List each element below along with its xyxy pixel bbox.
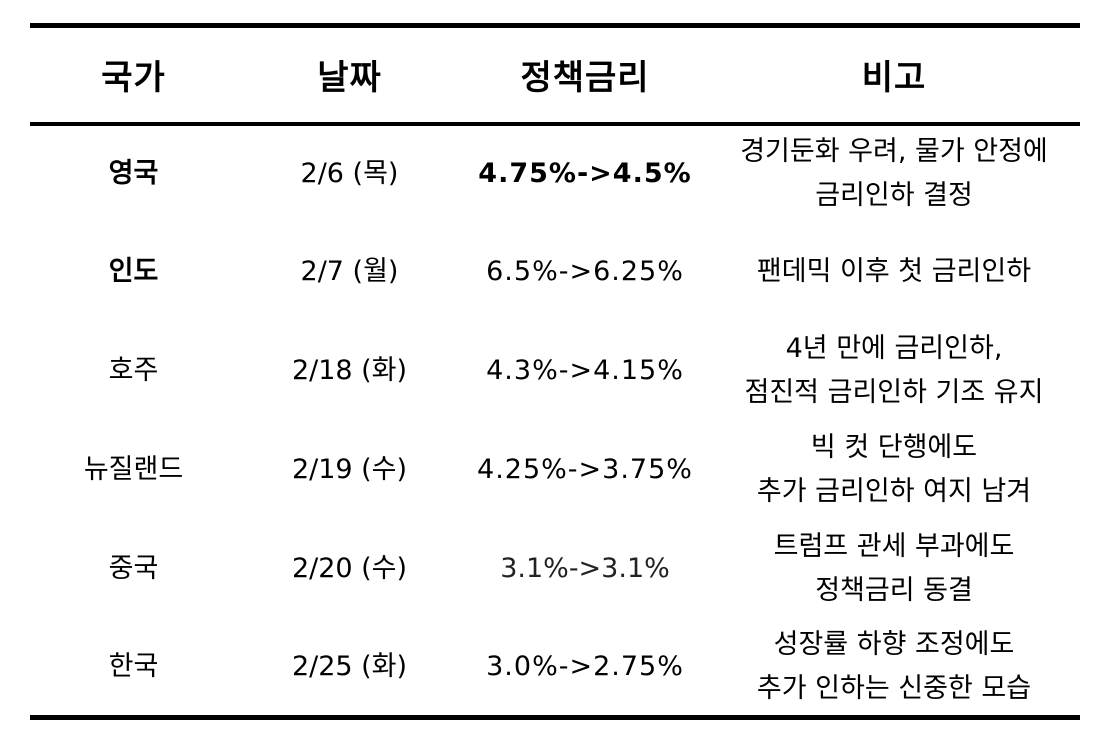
note-line: 추가 금리인하 여지 남겨 [756,476,1032,507]
note-line: 팬데믹 이후 첫 금리인하 [756,256,1032,287]
table-row: 인도 2/7 (월) 6.5%->6.25% 팬데믹 이후 첫 금리인하 [30,223,1080,322]
date-cell: 2/19 (수) [291,454,408,485]
note-line: 빅 컷 단행에도 [810,432,978,463]
note-cell: 4년 만에 금리인하, 점진적 금리인하 기조 유지 [708,322,1080,421]
rate-cell: 4.25%->3.75% [477,454,693,485]
table-row: 한국 2/25 (화) 3.0%->2.75% 성장률 하향 조정에도 추가 인… [30,618,1080,720]
note-cell: 경기둔화 우려, 물가 안정에 금리인하 결정 [708,124,1080,223]
country-cell: 뉴질랜드 [83,454,184,485]
header-date: 날짜 [237,23,462,126]
note-line: 정책금리 동결 [815,575,973,606]
table-row: 뉴질랜드 2/19 (수) 4.25%->3.75% 빅 컷 단행에도 추가 금… [30,421,1080,520]
country-cell: 인도 [108,256,159,287]
date-cell: 2/25 (화) [237,618,462,720]
policy-rate-table: 국가 날짜 정책금리 비고 영국 2/6 (목) 4.75%->4.5% 경기둔… [30,23,1080,720]
table-row: 중국 2/20 (수) 3.1%->3.1% 트럼프 관세 부과에도 정책금리 … [30,520,1080,619]
note-line: 4년 만에 금리인하, [785,333,1003,364]
date-cell: 2/7 (월) [300,256,399,287]
note-cell: 성장률 하향 조정에도 추가 인하는 신중한 모습 [708,618,1080,720]
table-header-row: 국가 날짜 정책금리 비고 [30,23,1080,126]
note-cell: 팬데믹 이후 첫 금리인하 [708,223,1080,322]
header-note: 비고 [708,23,1080,126]
date-cell: 2/18 (화) [291,355,408,386]
header-rate: 정책금리 [462,23,708,126]
note-line: 트럼프 관세 부과에도 [773,531,1015,562]
note-line: 성장률 하향 조정에도 [773,628,1015,660]
note-cell: 빅 컷 단행에도 추가 금리인하 여지 남겨 [708,421,1080,520]
rate-cell: 3.1%->3.1% [500,553,670,584]
header-country: 국가 [30,23,237,126]
country-cell: 호주 [108,355,159,386]
note-line: 경기둔화 우려, 물가 안정에 [740,136,1048,167]
country-cell: 영국 [108,158,159,189]
date-cell: 2/20 (수) [291,553,408,584]
table-row: 영국 2/6 (목) 4.75%->4.5% 경기둔화 우려, 물가 안정에 금… [30,124,1080,223]
rate-cell: 4.75%->4.5% [478,158,692,189]
rate-cell: 4.3%->4.15% [486,355,684,386]
note-line: 금리인하 결정 [815,180,973,211]
country-cell: 중국 [108,553,159,584]
note-line: 추가 인하는 신중한 모습 [756,672,1032,704]
country-cell: 한국 [30,618,237,720]
policy-rate-table-container: 국가 날짜 정책금리 비고 영국 2/6 (목) 4.75%->4.5% 경기둔… [30,23,1080,720]
date-cell: 2/6 (목) [300,158,399,189]
note-line: 점진적 금리인하 기조 유지 [744,377,1044,408]
note-cell: 트럼프 관세 부과에도 정책금리 동결 [708,520,1080,619]
rate-cell: 6.5%->6.25% [486,256,684,287]
rate-cell: 3.0%->2.75% [462,618,708,720]
table-row: 호주 2/18 (화) 4.3%->4.15% 4년 만에 금리인하, 점진적 … [30,322,1080,421]
